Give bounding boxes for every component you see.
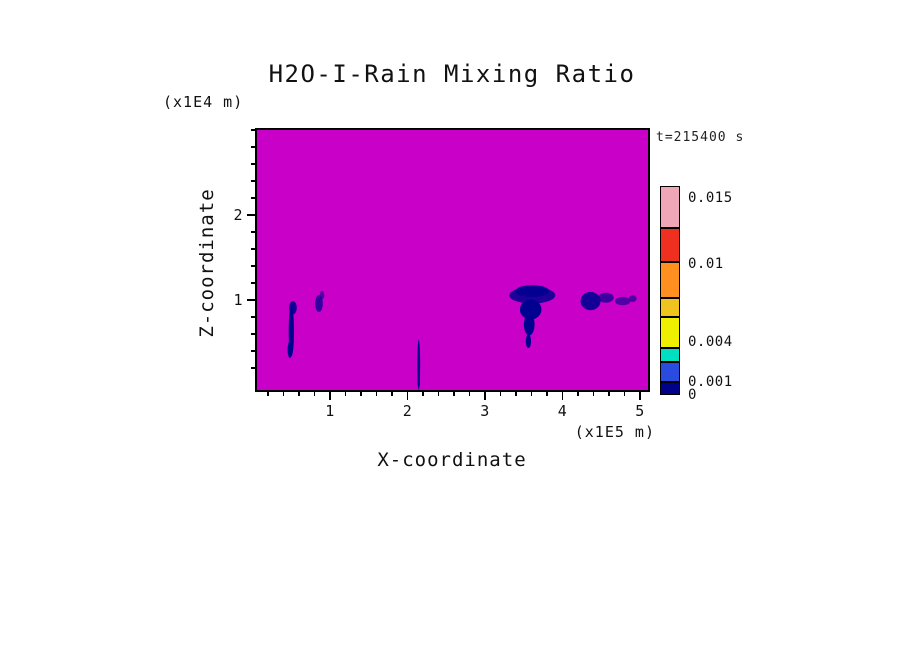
x-major-tick	[639, 392, 641, 400]
plot-title: H2O-I-Rain Mixing Ratio	[268, 60, 636, 88]
y-axis-units-label: (x1E4 m)	[163, 93, 244, 111]
x-minor-tick	[282, 392, 285, 396]
colorbar-label: 0.015	[688, 189, 733, 206]
x-minor-tick	[375, 392, 378, 396]
colorbar-segment	[660, 347, 680, 363]
colorbar-segment	[660, 317, 680, 348]
colorbar-label: 0.001	[688, 373, 733, 390]
x-minor-tick	[623, 392, 626, 396]
x-tick-label: 3	[480, 402, 490, 420]
rain-speckle-1	[315, 295, 323, 312]
colorbar-label: 0.004	[688, 334, 733, 351]
x-minor-tick	[313, 392, 316, 396]
colorbar-segment	[660, 362, 680, 382]
x-minor-tick	[391, 392, 393, 396]
x-major-tick	[484, 392, 486, 400]
x-minor-tick	[515, 392, 517, 396]
x-minor-tick	[360, 392, 362, 396]
z-tick-label: 2	[233, 206, 243, 225]
x-tick-label: 5	[635, 402, 645, 420]
rain-speckle-1	[319, 291, 325, 300]
x-tick-label: 4	[557, 402, 568, 420]
rain-funnel	[525, 334, 532, 348]
x-axis-label: X-coordinate	[377, 449, 527, 471]
z-major-tick	[247, 214, 255, 216]
rain-streak-1	[289, 301, 297, 315]
colorbar	[660, 186, 680, 395]
x-minor-tick	[453, 392, 455, 396]
rain-funnel	[523, 313, 535, 336]
colorbar-segment	[660, 381, 680, 395]
rain-funnel	[515, 285, 550, 297]
x-minor-tick	[344, 392, 347, 396]
x-tick-label: 2	[402, 402, 413, 420]
rain-shaft-1	[417, 374, 420, 389]
rain-band	[628, 295, 637, 302]
x-major-tick	[561, 392, 564, 400]
x-minor-tick	[530, 392, 533, 396]
rain-streak-1	[287, 341, 293, 358]
x-minor-tick	[608, 392, 610, 396]
field-plot-svg	[287, 285, 637, 390]
x-minor-tick	[546, 392, 548, 396]
colorbar-segment	[660, 262, 680, 298]
rain-band	[615, 296, 631, 306]
x-minor-tick	[437, 392, 440, 396]
x-major-tick	[329, 392, 331, 400]
colorbar-label: 0	[688, 387, 697, 403]
plot-area	[255, 128, 650, 392]
x-minor-tick	[298, 392, 300, 396]
x-minor-tick	[577, 392, 579, 396]
rain-band	[580, 291, 601, 311]
colorbar-segment	[660, 186, 680, 229]
z-major-tick	[247, 299, 255, 301]
timestamp-label: t=215400 s	[656, 130, 745, 145]
x-axis-units-label: (x1E5 m)	[574, 423, 655, 441]
colorbar-segment	[660, 297, 680, 318]
y-axis-label: Z-coordinate	[196, 188, 218, 338]
colorbar-label: 0.01	[688, 255, 724, 272]
x-minor-tick	[267, 392, 269, 396]
x-tick-label: 1	[325, 402, 335, 420]
x-minor-tick	[499, 392, 502, 396]
x-minor-tick	[422, 392, 424, 396]
rain-funnel	[519, 299, 542, 320]
x-minor-tick	[592, 392, 595, 396]
rain-band	[598, 292, 614, 303]
x-minor-tick	[468, 392, 471, 396]
x-major-tick	[406, 392, 409, 400]
colorbar-segment	[660, 228, 680, 263]
z-tick-label: 1	[233, 291, 243, 310]
